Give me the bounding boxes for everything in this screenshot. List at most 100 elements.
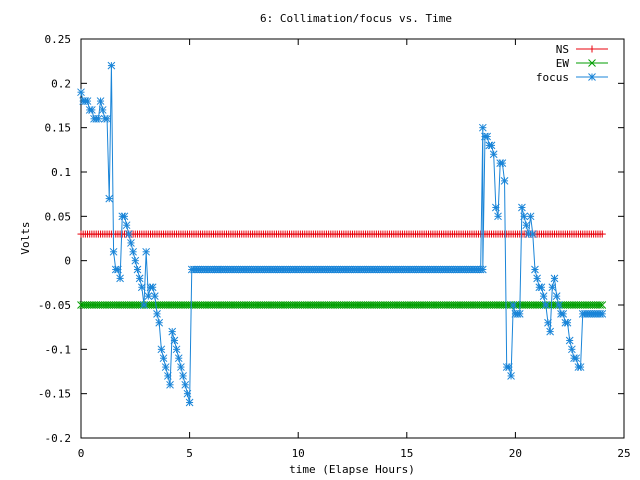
y-tick-label: -0.2 xyxy=(45,432,72,445)
data-point xyxy=(129,247,137,256)
data-point xyxy=(522,221,531,230)
series-focus xyxy=(77,61,607,407)
data-point xyxy=(541,301,550,309)
legend-label: EW xyxy=(556,57,570,70)
y-tick-label: 0.05 xyxy=(45,210,72,223)
data-point xyxy=(96,97,105,105)
data-point xyxy=(520,212,528,221)
data-point xyxy=(598,301,607,309)
data-point xyxy=(483,132,492,141)
data-point xyxy=(168,327,177,336)
data-point xyxy=(135,274,144,283)
data-point xyxy=(500,177,509,185)
data-point xyxy=(550,274,559,283)
chart-title: 6: Collimation/focus vs. Time xyxy=(260,12,452,25)
data-point xyxy=(478,265,487,274)
data-point xyxy=(159,354,168,363)
data-point xyxy=(598,230,606,238)
data-point xyxy=(491,203,500,212)
data-point xyxy=(161,363,170,371)
legend-marker xyxy=(588,59,596,67)
data-point xyxy=(509,301,518,309)
data-point xyxy=(105,194,114,203)
data-point xyxy=(137,283,146,292)
legend-marker xyxy=(588,45,596,53)
plot-area xyxy=(77,61,607,407)
data-point xyxy=(179,372,187,380)
data-point xyxy=(77,88,85,97)
data-point xyxy=(174,354,183,363)
data-point xyxy=(531,265,539,274)
data-point xyxy=(127,239,135,247)
x-tick-label: 25 xyxy=(617,447,630,460)
data-point xyxy=(533,274,541,283)
data-point xyxy=(114,265,122,274)
y-tick-label: -0.1 xyxy=(45,343,72,356)
y-axis-label: Volts xyxy=(19,221,32,254)
data-point xyxy=(116,274,124,283)
data-point xyxy=(88,106,96,114)
y-tick-label: 0.2 xyxy=(51,77,71,90)
x-tick-label: 20 xyxy=(509,447,522,460)
data-point xyxy=(478,123,487,132)
x-tick-label: 5 xyxy=(186,447,193,460)
data-point xyxy=(576,363,585,371)
data-point xyxy=(537,283,546,292)
data-point xyxy=(548,283,557,292)
data-point xyxy=(528,230,537,238)
data-point xyxy=(98,106,107,114)
data-point xyxy=(185,398,194,407)
data-point xyxy=(505,363,513,371)
data-point xyxy=(148,283,157,292)
data-point xyxy=(568,345,576,354)
plot-frame xyxy=(80,38,625,439)
data-point xyxy=(157,345,166,354)
data-point xyxy=(142,247,151,256)
data-point xyxy=(598,310,607,318)
data-point xyxy=(131,256,140,265)
data-point xyxy=(572,354,581,363)
data-point xyxy=(133,265,142,274)
legend-marker xyxy=(588,73,596,81)
y-tick-label: -0.15 xyxy=(38,388,71,401)
data-point xyxy=(494,212,502,221)
y-tick-label: -0.05 xyxy=(38,299,71,312)
data-point xyxy=(164,372,172,380)
data-point xyxy=(181,380,190,389)
data-point xyxy=(565,336,574,345)
data-point xyxy=(83,97,92,105)
data-point xyxy=(596,301,604,309)
data-point xyxy=(166,380,174,389)
data-point xyxy=(109,247,118,256)
x-axis-label: time (Elapse Hours) xyxy=(289,463,415,476)
data-point xyxy=(107,61,116,70)
data-point xyxy=(150,292,159,300)
y-tick-label: 0.1 xyxy=(51,166,71,179)
data-point xyxy=(552,292,561,300)
y-tick-label: 0.25 xyxy=(45,33,72,46)
data-point xyxy=(539,292,548,300)
data-point xyxy=(122,221,131,230)
data-point xyxy=(554,301,563,309)
data-point xyxy=(153,310,161,318)
series-ew xyxy=(77,301,607,309)
data-point xyxy=(94,114,103,123)
y-tick-label: 0.15 xyxy=(45,122,72,135)
data-point xyxy=(518,203,526,212)
data-point xyxy=(103,114,111,123)
data-point xyxy=(559,310,568,318)
data-point xyxy=(507,372,515,380)
x-tick-label: 15 xyxy=(400,447,413,460)
x-tick-label: 0 xyxy=(78,447,85,460)
data-point xyxy=(144,292,153,300)
data-point xyxy=(563,318,572,327)
data-point xyxy=(155,318,164,327)
data-point xyxy=(546,327,555,336)
data-point xyxy=(487,141,496,150)
y-tick-label: 0 xyxy=(64,255,71,268)
data-point xyxy=(140,301,148,309)
legend-label: focus xyxy=(536,71,569,84)
data-point xyxy=(183,389,192,398)
y-axis: -0.2 -0.15 -0.1 -0.05 0 0.05 0.1 0.15 0.2 0.25 xyxy=(38,33,624,445)
